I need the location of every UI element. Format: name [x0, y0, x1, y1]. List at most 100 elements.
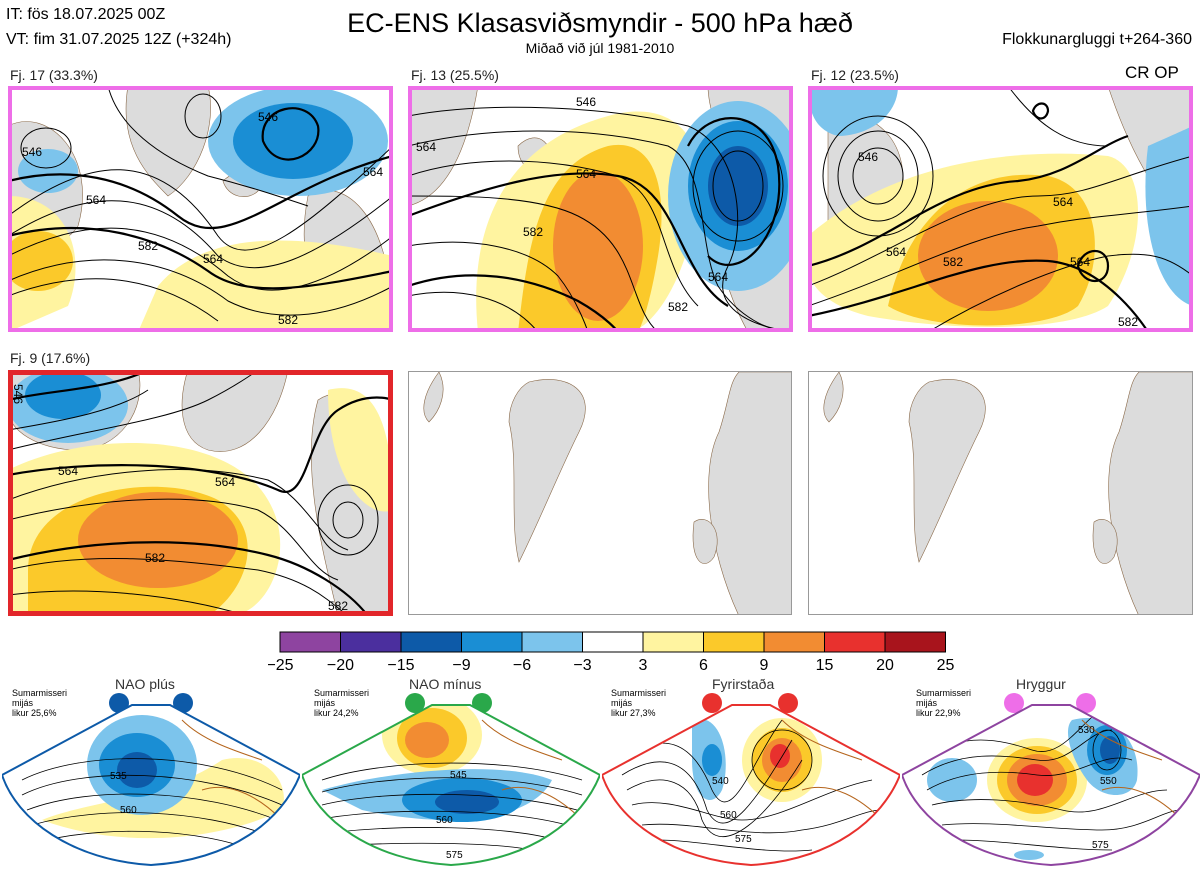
- panel-label-3: Fj. 12 (23.5%): [811, 67, 899, 83]
- vt-line: VT: fim 31.07.2025 12Z (+324h): [6, 31, 232, 48]
- cluster-map-panel-4: 546 564 564 582 582: [8, 370, 393, 616]
- cluster-map-panel-2: 546 564 564 582 564 582: [408, 86, 793, 332]
- colorbar-swatch: [642, 631, 704, 653]
- contour-label: 546: [858, 150, 878, 164]
- colorbar-swatch: [582, 631, 644, 653]
- contour-label: 560: [436, 815, 453, 826]
- cluster-map-panel-1: 546 564 582 564 546 564 582: [8, 86, 393, 332]
- anomaly-fill: [8, 86, 393, 332]
- panel-label-2: Fj. 13 (25.5%): [411, 67, 499, 83]
- colorbar-swatch: [703, 631, 765, 653]
- page-subtitle: Miðað við júl 1981-2010: [525, 40, 675, 56]
- panel-border: [8, 86, 393, 332]
- regime-text-3b: mijás: [611, 698, 633, 708]
- regime-name-1: NAO plús: [115, 676, 175, 692]
- contour-label: 550: [1100, 776, 1117, 787]
- contour-label: 564: [708, 270, 728, 284]
- contour-label: 582: [943, 255, 963, 269]
- colorbar-tick-label: −6: [513, 657, 531, 674]
- panel-border: [408, 86, 793, 332]
- panel-label-4: Fj. 9 (17.6%): [10, 350, 91, 366]
- contour-label: 564: [58, 464, 78, 478]
- panel-border: [8, 370, 393, 616]
- colorbar-tick-label: −9: [452, 657, 470, 674]
- panel-border: [808, 86, 1193, 332]
- contour-label: 582: [278, 313, 298, 327]
- colorbar-swatch: [340, 631, 402, 653]
- contour-label: 560: [720, 810, 737, 821]
- colorbar-swatch: [763, 631, 825, 653]
- colorbar-swatch: [279, 631, 341, 653]
- contour-label: 546: [576, 95, 596, 109]
- regime-text-4b: mijás: [916, 698, 938, 708]
- regime-name-4: Hryggur: [1016, 676, 1066, 692]
- contour-label: 564: [576, 167, 596, 181]
- contour-label: 582: [523, 225, 543, 239]
- contour-label: 582: [328, 599, 348, 613]
- panel-label-1: Fj. 17 (33.3%): [10, 67, 98, 83]
- contour-label: 564: [363, 165, 383, 179]
- contour-label: 546: [258, 110, 278, 124]
- colorbar: −25 −20 −15 −9 −6 −3 3 6 9 15 20 25: [268, 631, 955, 674]
- regime-text-4a: Sumarmisseri: [916, 688, 972, 698]
- colorbar-tick-label: −25: [268, 657, 294, 674]
- regime-text-1c: likur 25,6%: [12, 708, 57, 718]
- cluster-map-panel-3: 546 564 582 564 564 582: [808, 86, 1193, 332]
- contour-label: 564: [215, 475, 235, 489]
- colorbar-tick-label: 25: [937, 657, 955, 674]
- it-line: IT: fös 18.07.2025 00Z: [6, 6, 166, 23]
- contour-label: 564: [1070, 255, 1090, 269]
- contour-label: 545: [450, 770, 467, 781]
- contour-label: 546: [11, 384, 25, 404]
- contour-label: 546: [22, 145, 42, 159]
- height-contours: [8, 86, 393, 322]
- regime-dot: [702, 693, 722, 713]
- colorbar-swatch: [884, 631, 946, 653]
- contour-label: 582: [668, 300, 688, 314]
- colorbar-swatch: [461, 631, 523, 653]
- contour-label: 582: [145, 551, 165, 565]
- colorbar-tick-label: −3: [573, 657, 591, 674]
- colorbar-tick-label: −15: [387, 657, 414, 674]
- land-masses: [423, 372, 791, 614]
- contour-label: 564: [416, 140, 436, 154]
- cr-op-label: CR OP: [1125, 63, 1179, 82]
- contour-label: 530: [1078, 725, 1095, 736]
- regime-text-3c: likur 27,3%: [611, 708, 656, 718]
- colorbar-tick-label: 9: [760, 657, 769, 674]
- colorbar-swatch: [400, 631, 462, 653]
- colorbar-tick-label: −20: [327, 657, 354, 674]
- regime-text-1a: Sumarmisseri: [12, 688, 68, 698]
- regime-text-2b: mijás: [314, 698, 336, 708]
- regime-name-3: Fyrirstaða: [712, 676, 775, 692]
- window-label: Flokkunargluggi t+264-360: [1002, 31, 1192, 48]
- colorbar-tick-label: 3: [639, 657, 648, 674]
- colorbar-swatch: [824, 631, 886, 653]
- colorbar-tick-label: 15: [816, 657, 834, 674]
- empty-map-panel-6: [808, 371, 1193, 615]
- regime-dot: [778, 693, 798, 713]
- regime-text-4c: likur 22,9%: [916, 708, 961, 718]
- contour-label: 540: [712, 776, 729, 787]
- contour-label: 564: [886, 245, 906, 259]
- regime-text-2c: likur 24,2%: [314, 708, 359, 718]
- regime-name-2: NAO mínus: [409, 676, 482, 692]
- regime-text-2a: Sumarmisseri: [314, 688, 370, 698]
- colorbar-swatch: [521, 631, 583, 653]
- contour-label: 575: [446, 850, 463, 861]
- regime-dot: [1076, 693, 1096, 713]
- contour-label: 575: [1092, 840, 1109, 851]
- regime-dot: [405, 693, 425, 713]
- contour-label: 560: [120, 805, 137, 816]
- regime-text-1b: mijás: [12, 698, 34, 708]
- height-contours: [808, 86, 1193, 332]
- height-contours: [8, 370, 379, 616]
- contour-label: 535: [110, 771, 127, 782]
- empty-map-panel-5: [408, 371, 792, 615]
- regime-text-3a: Sumarmisseri: [611, 688, 667, 698]
- colorbar-tick-label: 20: [876, 657, 894, 674]
- contour-label: 564: [203, 252, 223, 266]
- colorbar-tick-label: 6: [699, 657, 708, 674]
- contour-label: 564: [1053, 195, 1073, 209]
- regime-dot: [173, 693, 193, 713]
